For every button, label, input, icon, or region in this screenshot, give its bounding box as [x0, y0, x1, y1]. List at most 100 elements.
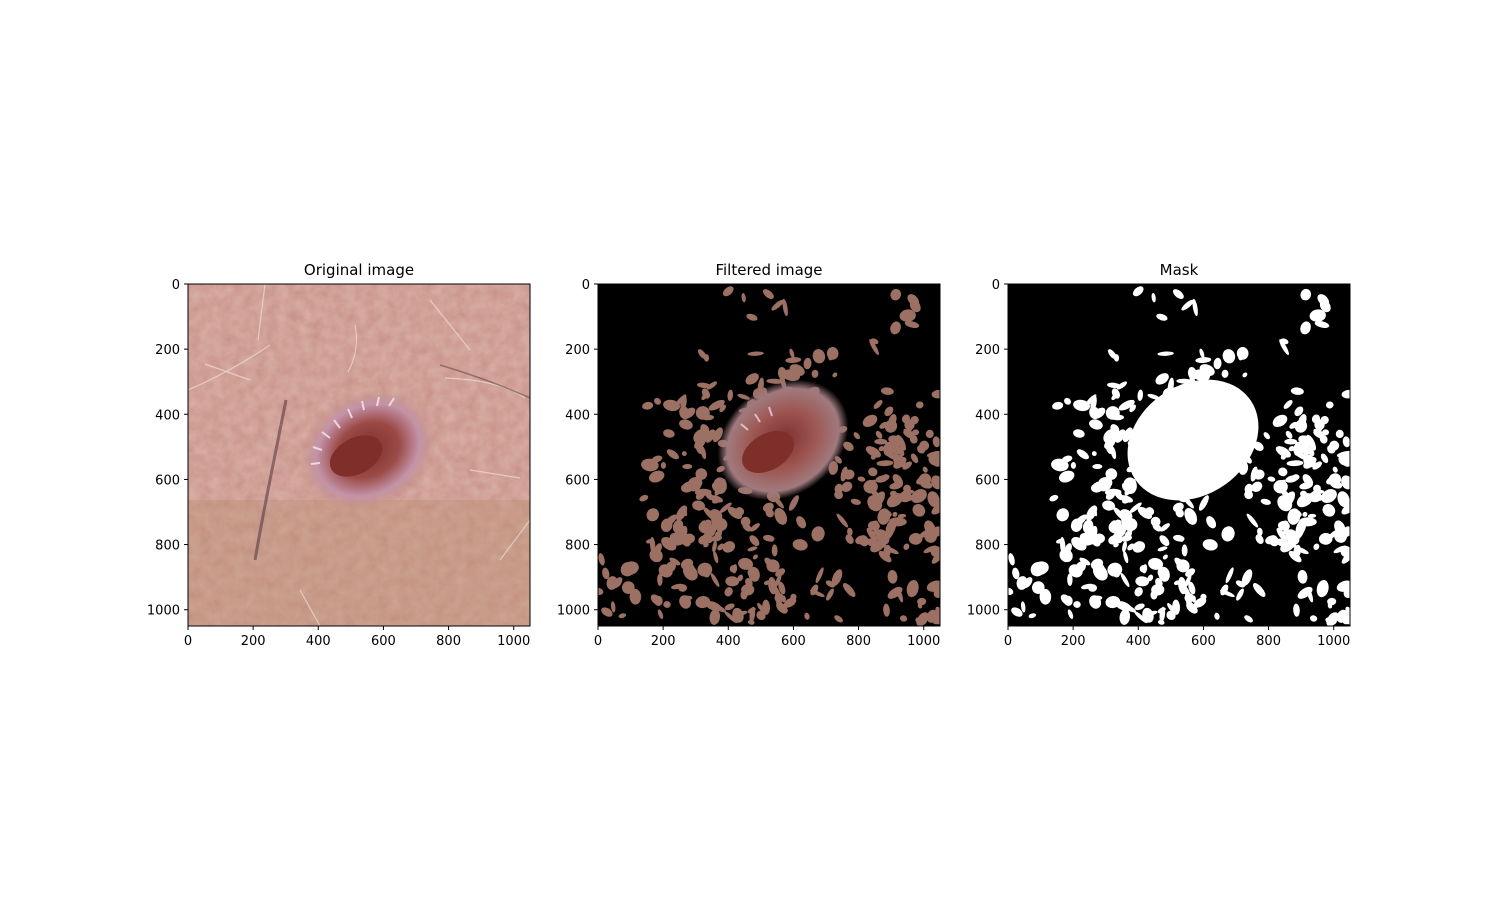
mask-blob — [1070, 462, 1077, 469]
mask-blob — [1167, 602, 1175, 613]
mask-blob — [930, 545, 940, 558]
mask-blob — [1071, 536, 1087, 551]
mask-blob — [694, 488, 712, 496]
panel-filtered: Filtered image 0 200 400 600 800 1000 0 200 400… — [557, 261, 941, 649]
mask-blob — [1199, 348, 1205, 359]
mask-blob — [1142, 564, 1148, 574]
mask-blob — [874, 438, 888, 445]
mask-blob — [881, 474, 890, 481]
mask-blob — [869, 339, 879, 355]
mask-blob — [679, 419, 693, 430]
mask-blob — [809, 589, 825, 598]
mask-blob — [796, 516, 807, 529]
mask-blob — [663, 399, 681, 412]
x-tick-label: 1000 — [1317, 634, 1350, 649]
mask-blob — [598, 587, 604, 596]
mask-blob — [908, 532, 923, 545]
mask-blob — [1335, 429, 1344, 439]
mask-blob — [1236, 347, 1249, 360]
x-axis-filtered: 0 200 400 600 800 1000 — [594, 626, 940, 649]
mask-blob — [1059, 548, 1073, 563]
y-tick-label: 200 — [975, 343, 1000, 358]
axes-frame-filtered — [597, 283, 941, 627]
mask-blob — [727, 389, 734, 401]
mask-blob — [899, 309, 916, 322]
mask-blob — [1105, 468, 1118, 480]
mask-blob — [916, 612, 929, 626]
mask-blob — [711, 483, 718, 492]
mask-blob — [1113, 532, 1123, 544]
mask-blob — [1251, 481, 1263, 492]
mask-blob — [896, 434, 907, 451]
mask-blob — [1092, 464, 1103, 470]
mask-blob — [1292, 445, 1299, 453]
mask-blob — [1150, 516, 1161, 527]
mask-blob — [740, 590, 748, 600]
mask-blob — [660, 518, 673, 532]
mask-blob — [924, 520, 936, 536]
mask-blob — [621, 581, 635, 594]
mask-blob — [1236, 588, 1244, 601]
mask-blob — [1219, 589, 1235, 598]
mask-blob — [919, 440, 930, 451]
mask-blob — [653, 595, 663, 606]
mask-blob — [1058, 512, 1064, 520]
mask-blob — [725, 576, 740, 587]
mask-blob — [719, 401, 724, 407]
mask-blob — [1121, 483, 1128, 492]
mask-blob — [665, 561, 677, 573]
x-tick-label: 200 — [1061, 634, 1086, 649]
mask-blob — [649, 548, 663, 563]
x-tick-label: 600 — [371, 634, 396, 649]
mask-blob — [1134, 603, 1145, 611]
mask-blob — [911, 489, 927, 504]
mask-blob — [663, 429, 675, 438]
mask-blob — [1296, 493, 1314, 508]
x-tick-label: 0 — [594, 634, 602, 649]
mask-blob — [1303, 454, 1316, 468]
mask-blob — [1288, 550, 1302, 563]
mask-blob — [1030, 562, 1045, 577]
mask-blob — [1309, 615, 1318, 622]
mask-blob — [1085, 505, 1098, 521]
mask-blob — [1334, 520, 1346, 536]
mask-blob — [897, 513, 907, 519]
mask-blob — [719, 404, 726, 413]
mask-blob — [1102, 500, 1116, 511]
panel-mask: Mask 0 200 400 600 800 1000 0 200 400 600 800 1000 — [967, 261, 1351, 649]
mask-blob — [1318, 532, 1333, 545]
mask-blob — [714, 522, 725, 528]
mask-blob — [932, 456, 940, 467]
y-tick-label: 800 — [565, 539, 590, 554]
y-axis-mask: 0 200 400 600 800 1000 — [967, 278, 1008, 619]
mask-blob — [1253, 441, 1264, 452]
mask-blob — [1202, 539, 1218, 551]
mask-blob — [1158, 566, 1170, 582]
mask-blob — [661, 536, 677, 551]
mask-blob — [876, 460, 894, 467]
mask-blob — [1184, 574, 1192, 587]
mask-blob — [749, 523, 760, 532]
mask-blob — [778, 581, 786, 595]
y-axis-filtered: 0 200 400 600 800 1000 — [557, 278, 598, 619]
mask-blob — [709, 495, 724, 503]
mask-blob — [868, 467, 878, 477]
mask-blob — [1188, 581, 1196, 595]
mask-blob — [1327, 603, 1333, 609]
mask-blob — [766, 559, 780, 573]
mask-blob — [692, 500, 706, 511]
mask-blob — [697, 349, 707, 360]
mask-blob — [1076, 449, 1089, 460]
mask-blob — [1122, 541, 1127, 553]
mask-blob — [701, 414, 715, 421]
mask-blob — [1293, 603, 1300, 617]
mask-blob — [756, 610, 766, 621]
mask-blob — [1289, 421, 1299, 429]
mask-blob — [1326, 612, 1339, 626]
mask-blob — [1192, 298, 1198, 317]
mask-blob — [1294, 406, 1304, 417]
mask-blob — [875, 529, 890, 545]
mask-blob — [746, 313, 758, 321]
y-tick-label: 0 — [582, 278, 590, 293]
mask-blob — [771, 299, 784, 311]
